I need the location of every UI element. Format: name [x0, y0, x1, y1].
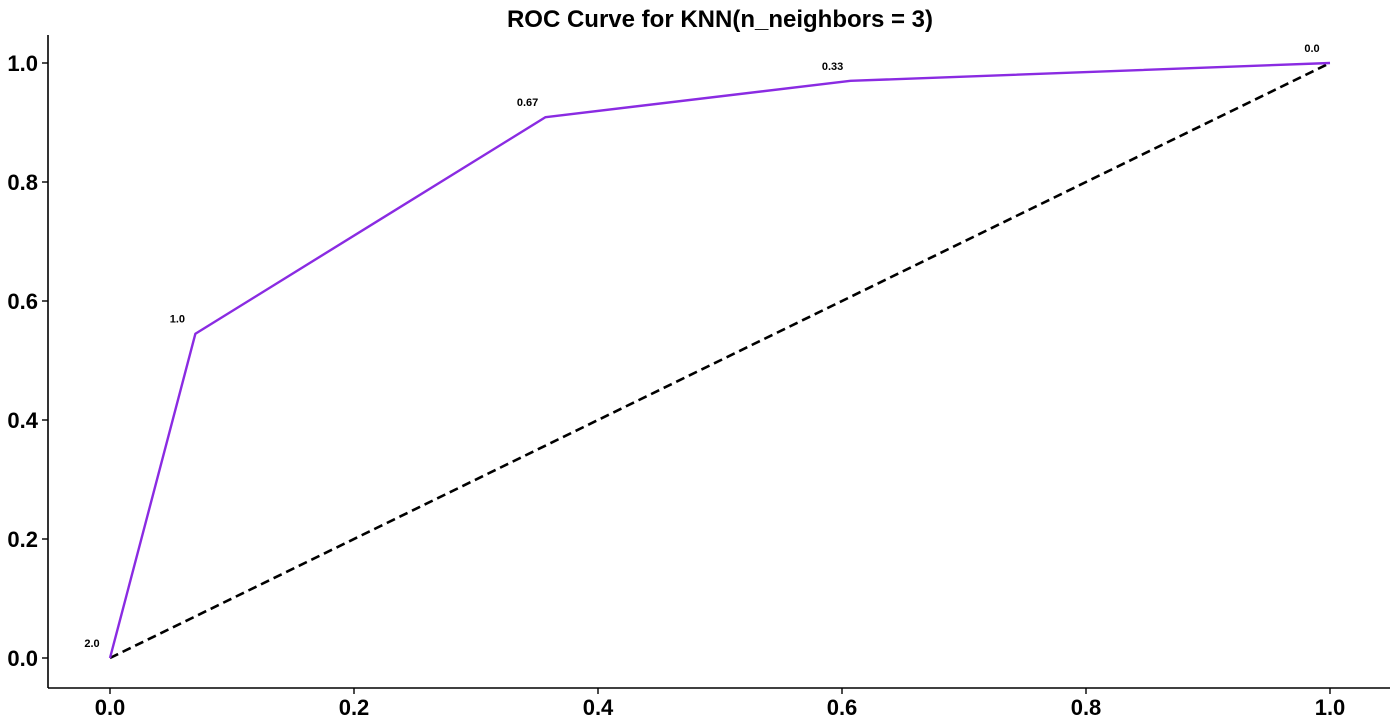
y-tick-label: 0.0: [7, 646, 38, 671]
threshold-label: 0.0: [1304, 43, 1319, 55]
y-tick-label: 0.2: [7, 527, 38, 552]
chance-diagonal-line: [109, 61, 1331, 660]
y-tick-label: 0.8: [7, 170, 38, 195]
threshold-label: 1.0: [170, 314, 185, 326]
x-tick-label: 0.0: [95, 695, 126, 720]
x-tick-label: 0.2: [339, 695, 370, 720]
axis-ticks: 0.0 0.2 0.4 0.6 0.8 1.0 0.0 0.2 0.4 0.6 0.8 1.0: [7, 51, 1345, 720]
series-layer: [108, 61, 1331, 660]
x-tick-label: 0.8: [1071, 695, 1102, 720]
x-tick-label: 0.6: [827, 695, 858, 720]
axes: [47, 35, 1390, 689]
threshold-label: 0.67: [517, 97, 538, 109]
threshold-label: 0.33: [822, 61, 843, 73]
x-tick-label: 0.4: [583, 695, 614, 720]
point-labels: 2.0 1.0 0.67 0.33 0.0: [84, 43, 1319, 650]
x-tick-label: 1.0: [1315, 695, 1346, 720]
threshold-label: 2.0: [84, 638, 99, 650]
y-tick-label: 0.4: [7, 408, 38, 433]
y-tick-label: 1.0: [7, 51, 38, 76]
chart-title: ROC Curve for KNN(n_neighbors = 3): [507, 6, 933, 33]
y-tick-label: 0.6: [7, 289, 38, 314]
